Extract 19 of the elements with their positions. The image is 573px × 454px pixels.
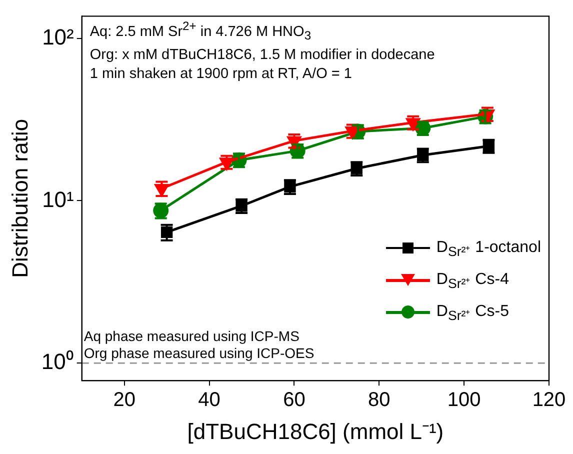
annotation: 1 min shaken at 1900 rpm at RT, A/O = 1 [90, 64, 353, 84]
x-axis-title: [dTBuCH18C6] (mmol L⁻¹) [187, 418, 444, 444]
y-tick-label: 10² [42, 24, 74, 50]
annotation: Org: x mM dTBuCH18C6, 1.5 M modifier in dodecane [90, 46, 435, 65]
y-tick-label: 10¹ [42, 186, 74, 212]
legend-label: D$_{Sr²⁺}$ 1-octanol [436, 239, 541, 260]
annotation: Aq phase measured using ICP-MS [84, 328, 300, 346]
x-tick-label: 100 [447, 389, 481, 412]
annotation: Org phase measured using ICP-OES [84, 345, 314, 362]
legend-label: D$_{Sr²⁺}$ Cs-4 [436, 271, 509, 292]
x-tick-label: 60 [283, 389, 306, 412]
x-tick-label: 120 [532, 389, 566, 412]
x-tick-label: 40 [198, 389, 220, 412]
y-tick-label: 10⁰ [41, 349, 74, 374]
x-tick-label: 80 [368, 389, 390, 412]
y-axis-title: Distribution ratio [7, 118, 32, 278]
annotation: Aq: 2.5 mM Sr$^{2+}$ in 4.726 M HNO$_{3}$ [90, 18, 312, 45]
legend-label: D$_{Sr²⁺}$ Cs-5 [436, 303, 509, 324]
x-tick-label: 20 [113, 389, 136, 412]
